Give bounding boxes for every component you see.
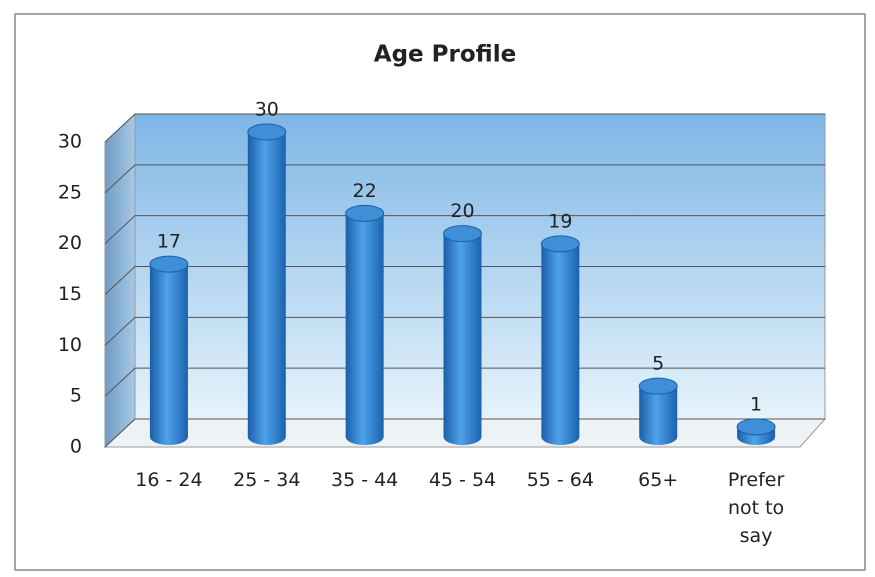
bar [443, 233, 482, 445]
bar-top [443, 225, 482, 243]
y-tick-label: 20 [58, 232, 82, 254]
bar [149, 264, 188, 445]
x-tick-label: 25 - 34 [233, 469, 301, 491]
value-label: 1 [750, 393, 762, 415]
value-label: 22 [353, 180, 377, 202]
y-tick-label: 30 [58, 131, 82, 153]
grid-line [104, 367, 825, 397]
y-tick-label: 0 [70, 436, 82, 458]
bar-top [345, 204, 385, 222]
x-tick-label: Prefer not to say [727, 469, 785, 547]
bar-top [638, 377, 678, 395]
y-tick-label: 15 [58, 283, 82, 305]
value-label: 19 [548, 210, 572, 232]
bar [639, 386, 678, 445]
chart-title: Age Profile [374, 42, 516, 68]
grid-line [104, 316, 825, 346]
x-tick-label: 55 - 64 [526, 469, 594, 491]
value-label: 5 [652, 353, 664, 375]
grid-line [104, 164, 825, 194]
y-tick-label: 25 [58, 181, 82, 203]
y-tick-label: 5 [70, 385, 82, 407]
grid-line [104, 418, 825, 448]
bar-top [736, 418, 776, 436]
y-tick-label: 10 [58, 334, 82, 356]
value-label: 20 [450, 200, 474, 222]
bar [541, 243, 580, 445]
value-label: 30 [255, 99, 279, 121]
bar [247, 132, 286, 445]
bar-top [149, 255, 189, 273]
bar [345, 213, 384, 445]
frame [14, 13, 866, 571]
grid-line [104, 266, 825, 295]
grid-line [104, 113, 825, 143]
x-tick-label: 45 - 54 [428, 469, 497, 491]
x-tick-label: 16 - 24 [135, 469, 203, 491]
bar-top [247, 123, 287, 141]
x-tick-label: 35 - 44 [330, 469, 399, 491]
x-tick-label: 65+ [638, 469, 679, 491]
grid-line [104, 215, 825, 245]
bar-top [540, 235, 580, 253]
value-label: 17 [157, 231, 181, 253]
